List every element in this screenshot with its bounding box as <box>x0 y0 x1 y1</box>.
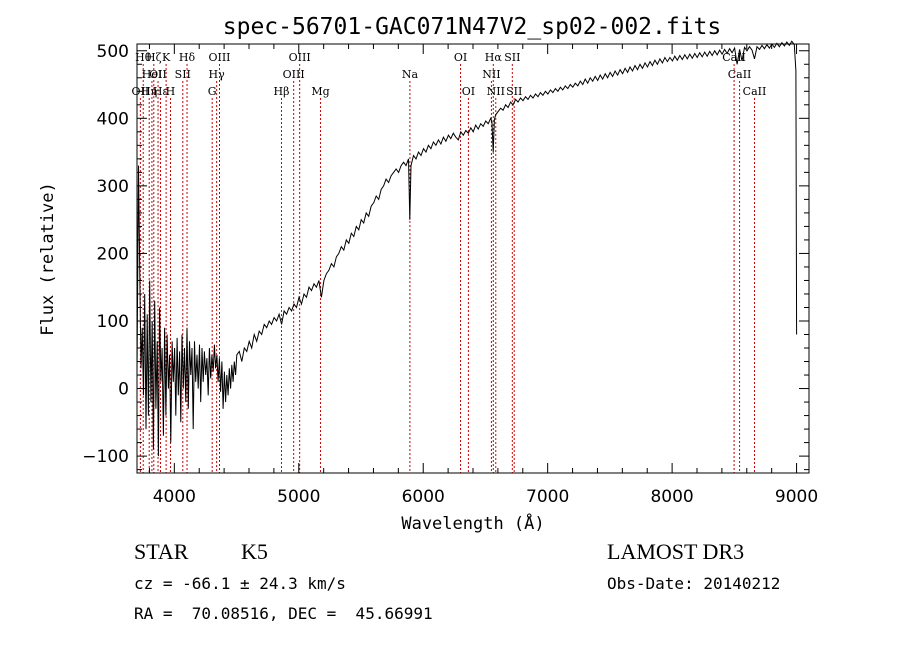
subclass: K5 <box>241 539 268 564</box>
line-marker-label: Na <box>402 68 419 81</box>
line-marker-label: CaII <box>728 68 752 81</box>
velocity-readout: cz = -66.1 ± 24.3 km/s <box>134 574 346 593</box>
line-marker-label: CaII <box>743 85 767 98</box>
y-tick-label: 200 <box>97 244 129 264</box>
line-marker-label: OI <box>462 85 475 98</box>
line-marker-label: Hθ <box>135 51 152 64</box>
spectrum-line <box>136 40 798 457</box>
line-marker-label: NII <box>487 85 505 98</box>
line-marker-label: Hδ <box>179 51 196 64</box>
obs-date: Obs-Date: 20140212 <box>607 574 781 593</box>
line-marker-label: K <box>162 51 171 64</box>
y-tick-label: 0 <box>118 380 129 400</box>
x-tick-label: 8000 <box>650 487 693 507</box>
line-marker-label: HeI <box>142 68 162 81</box>
axes: 4000 5000 6000 7000 8000 9000 −100 0 100 200 300 40… <box>82 42 818 507</box>
line-marker-label: G <box>208 85 217 98</box>
line-marker-label: H <box>166 85 176 98</box>
chart-title: spec-56701-GAC071N47V2_sp02-002.fits <box>223 14 722 40</box>
x-axis-label: Wavelength (Å) <box>401 512 544 534</box>
y-tick-label: 300 <box>97 177 129 197</box>
x-tick-label: 7000 <box>526 487 569 507</box>
y-tick-label: 500 <box>97 42 129 62</box>
y-tick-label: −100 <box>82 447 129 467</box>
line-markers: OIIHθHηHeIHζOIIHεKHSIIHδGHγOIIIHβOIIIOII… <box>132 51 767 473</box>
line-marker-label: NII <box>482 68 500 81</box>
y-tick-label: 100 <box>97 312 129 332</box>
line-marker-label: OIII <box>208 51 230 64</box>
survey-name: LAMOST DR3 <box>607 539 745 564</box>
line-marker-label: Hα <box>485 51 503 64</box>
spectrum-series <box>136 40 798 457</box>
x-tick-label: 5000 <box>277 487 320 507</box>
line-marker-label: Hζ <box>146 51 162 64</box>
line-marker-label: CaII <box>722 51 746 64</box>
y-axis-label: Flux (relative) <box>38 182 58 336</box>
line-marker-label: SII <box>175 68 191 81</box>
x-tick-label: 6000 <box>402 487 445 507</box>
line-marker-label: Mg <box>311 85 329 98</box>
x-tick-label: 4000 <box>153 487 196 507</box>
line-marker-label: Hγ <box>209 68 226 81</box>
spectrum-chart: spec-56701-GAC071N47V2_sp02-002.fits OII… <box>38 14 818 534</box>
coordinates: RA = 70.08516, DEC = 45.66991 <box>134 604 433 623</box>
plot-frame <box>136 43 810 474</box>
line-marker-label: SII <box>506 85 522 98</box>
object-class: STAR <box>134 539 189 564</box>
line-marker-label: OIII <box>289 51 311 64</box>
line-marker-label: SII <box>504 51 520 64</box>
line-marker-label: OIII <box>283 68 305 81</box>
line-marker-label: OI <box>454 51 467 64</box>
line-marker-label: OII <box>149 68 167 81</box>
line-marker-label: Hε <box>153 85 169 98</box>
line-marker-label: Hβ <box>274 85 290 98</box>
x-tick-label: 9000 <box>775 487 818 507</box>
y-tick-label: 400 <box>97 109 129 129</box>
line-marker-label: Hη <box>141 85 157 98</box>
